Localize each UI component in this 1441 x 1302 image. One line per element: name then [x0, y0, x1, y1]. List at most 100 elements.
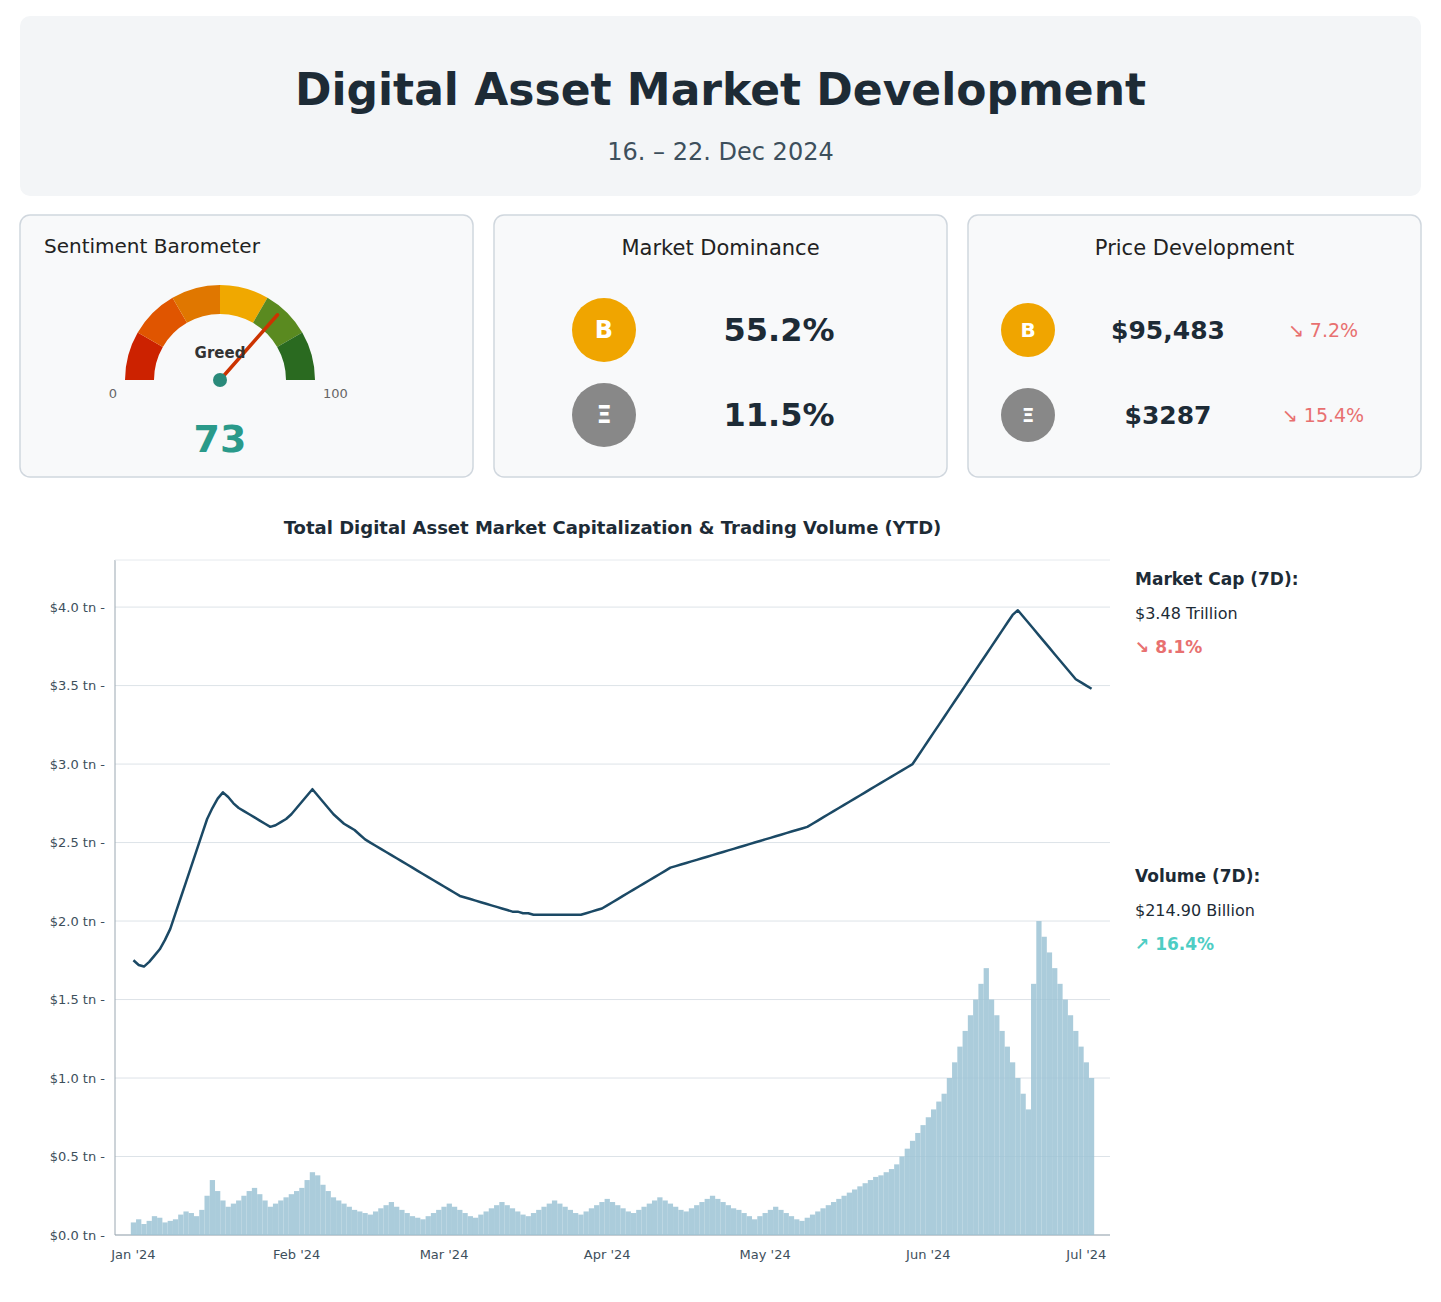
- volume-bar: [815, 1211, 820, 1235]
- volume-bar: [152, 1216, 157, 1235]
- volume-bar: [515, 1211, 520, 1235]
- x-tick-label: May '24: [740, 1247, 791, 1262]
- volume-bar: [984, 968, 989, 1235]
- volume-bar: [720, 1202, 725, 1235]
- volume-bar: [204, 1196, 209, 1235]
- coin-badge: [572, 383, 636, 447]
- volume-bar: [557, 1204, 562, 1235]
- volume-bar: [141, 1224, 146, 1235]
- chart-title: Total Digital Asset Market Capitalizatio…: [284, 517, 942, 538]
- gauge-tick-label: 0: [109, 386, 117, 401]
- volume-bar: [731, 1208, 736, 1235]
- volume-bar: [441, 1207, 446, 1235]
- volume-bar: [499, 1202, 504, 1235]
- volume-bar: [178, 1215, 183, 1235]
- grid-line: [115, 921, 1110, 922]
- y-tick-label: $3.0 tn -: [50, 757, 106, 772]
- card: Market DominanceB55.2%Ξ11.5%: [494, 215, 947, 477]
- volume-bar: [378, 1208, 383, 1235]
- volume-bar: [562, 1207, 567, 1235]
- volume-bar: [162, 1222, 167, 1235]
- volume-bar: [631, 1213, 636, 1235]
- volume-bar: [1047, 952, 1052, 1235]
- volume-bar: [878, 1175, 883, 1235]
- volume-bar: [699, 1202, 704, 1235]
- volume-bar: [426, 1216, 431, 1235]
- plot-marks: [131, 610, 1094, 1235]
- volume-bar: [462, 1213, 467, 1235]
- volume-bar: [915, 1133, 920, 1235]
- volume-bar: [678, 1210, 683, 1235]
- volume-bar: [610, 1202, 615, 1235]
- gauge-value: 73: [194, 417, 247, 461]
- volume-bar: [842, 1196, 847, 1235]
- header-box: [20, 16, 1421, 196]
- volume-bar: [278, 1200, 283, 1235]
- volume-bar: [520, 1215, 525, 1235]
- coin-badge: [572, 298, 636, 362]
- x-tick-label: Jul '24: [1065, 1247, 1106, 1262]
- volume-bar: [784, 1213, 789, 1235]
- y-tick-label: $1.0 tn -: [50, 1071, 106, 1086]
- gauge-tick-label: 100: [323, 386, 348, 401]
- volume-bar: [899, 1157, 904, 1235]
- volume-bar: [436, 1210, 441, 1235]
- card-box: [968, 215, 1421, 477]
- grid-line: [115, 685, 1110, 686]
- volume-bar: [541, 1207, 546, 1235]
- volume-bar: [231, 1204, 236, 1235]
- volume-bar: [963, 1031, 968, 1235]
- volume-bar: [457, 1210, 462, 1235]
- volume-bar: [873, 1177, 878, 1235]
- volume-bar: [552, 1200, 557, 1235]
- stat-value: $3287: [1125, 401, 1212, 430]
- background: [0, 0, 1441, 1302]
- volume-bar: [1052, 968, 1057, 1235]
- y-tick-label: $0.5 tn -: [50, 1149, 106, 1164]
- y-tick-label: $2.5 tn -: [50, 835, 106, 850]
- volume-bar: [336, 1200, 341, 1235]
- grid-line: [115, 999, 1110, 1000]
- volume-bar: [1063, 1000, 1068, 1235]
- volume-bar: [657, 1197, 662, 1235]
- volume-bar: [652, 1200, 657, 1235]
- volume-bar: [252, 1188, 257, 1235]
- card: Price DevelopmentB$95,483↘ 7.2%Ξ$3287↘ 1…: [968, 215, 1421, 477]
- chart-annotation: ↗ 16.4%: [1135, 934, 1214, 954]
- gauge-hub: [213, 373, 227, 387]
- volume-bar: [1031, 984, 1036, 1235]
- volume-bar: [305, 1180, 310, 1235]
- volume-bar: [1005, 1047, 1010, 1235]
- coin-symbol: Ξ: [1022, 403, 1035, 427]
- chart-annotation: $214.90 Billion: [1135, 901, 1255, 920]
- volume-bar: [1084, 1062, 1089, 1235]
- volume-bar: [573, 1213, 578, 1235]
- volume-bar: [705, 1199, 710, 1235]
- x-tick-label: Jun '24: [905, 1247, 951, 1262]
- volume-bar: [599, 1202, 604, 1235]
- volume-bar: [741, 1213, 746, 1235]
- volume-bar: [431, 1213, 436, 1235]
- volume-bar: [747, 1216, 752, 1235]
- volume-bar: [341, 1204, 346, 1235]
- volume-bar: [894, 1164, 899, 1235]
- volume-bar: [257, 1194, 262, 1235]
- volume-bar: [663, 1200, 668, 1235]
- volume-bar: [320, 1185, 325, 1235]
- volume-bar: [373, 1211, 378, 1235]
- x-tick-label: Feb '24: [273, 1247, 320, 1262]
- volume-bar: [584, 1211, 589, 1235]
- volume-bar: [136, 1219, 141, 1235]
- volume-bar: [468, 1216, 473, 1235]
- volume-bar: [684, 1211, 689, 1235]
- volume-bar: [794, 1219, 799, 1235]
- volume-bar: [489, 1208, 494, 1235]
- volume-bar: [931, 1109, 936, 1235]
- volume-bar: [510, 1208, 515, 1235]
- grid-line: [115, 842, 1110, 843]
- volume-bar: [736, 1210, 741, 1235]
- volume-bar: [331, 1197, 336, 1235]
- card-box: [20, 215, 473, 477]
- volume-bar: [578, 1215, 583, 1235]
- volume-bar: [626, 1211, 631, 1235]
